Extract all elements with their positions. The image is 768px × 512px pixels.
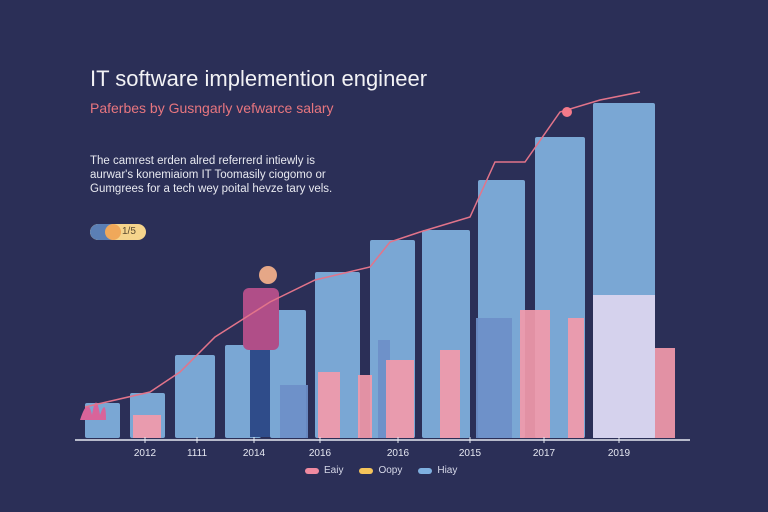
building bbox=[318, 372, 340, 438]
person-jacket bbox=[243, 288, 279, 350]
building bbox=[476, 318, 512, 438]
legend-item: Hiay bbox=[418, 465, 457, 476]
x-tick-label: 2017 bbox=[533, 448, 556, 459]
x-tick-label: 2012 bbox=[134, 448, 157, 459]
building bbox=[655, 348, 675, 438]
series-line bbox=[84, 91, 641, 408]
x-tick-label: 2019 bbox=[608, 448, 631, 459]
x-tick-label: 2016 bbox=[387, 448, 410, 459]
description-line: Gumgrees for a tech wey poital hevze tar… bbox=[90, 183, 333, 195]
legend: Eaiy Oopy Hiay bbox=[305, 465, 457, 476]
person-head bbox=[259, 266, 277, 284]
description-line: aurwar's konemiaiom IT Toomasily ciogomo… bbox=[90, 169, 326, 181]
x-tick-label: 2015 bbox=[459, 448, 482, 459]
building bbox=[520, 310, 550, 438]
person-legs bbox=[250, 345, 270, 437]
toggle-knob[interactable] bbox=[105, 224, 121, 240]
building bbox=[440, 350, 460, 438]
bar bbox=[175, 355, 215, 438]
building bbox=[593, 295, 655, 438]
x-tick-label: 2014 bbox=[243, 448, 266, 459]
building bbox=[280, 385, 308, 438]
description: The camrest erden alred referrerd intiew… bbox=[90, 154, 350, 196]
building bbox=[568, 318, 584, 438]
description-line: The camrest erden alred referrerd intiew… bbox=[90, 155, 315, 167]
building bbox=[386, 360, 414, 438]
highlight-dot bbox=[562, 107, 572, 117]
legend-item: Oopy bbox=[359, 465, 402, 476]
toggle-pill[interactable]: 1/5 bbox=[90, 224, 146, 240]
building bbox=[133, 415, 161, 438]
building bbox=[358, 375, 372, 438]
page-title: IT software implemention engineer bbox=[90, 66, 428, 91]
subtitle: Paferbes by Gusngarly vefwarce salary bbox=[90, 100, 334, 116]
x-tick-label: 2016 bbox=[309, 448, 332, 459]
bar bbox=[85, 403, 120, 438]
legend-item: Eaiy bbox=[305, 465, 343, 476]
x-tick-label: 1111 bbox=[187, 448, 207, 459]
pill-label: 1/5 bbox=[122, 226, 136, 237]
